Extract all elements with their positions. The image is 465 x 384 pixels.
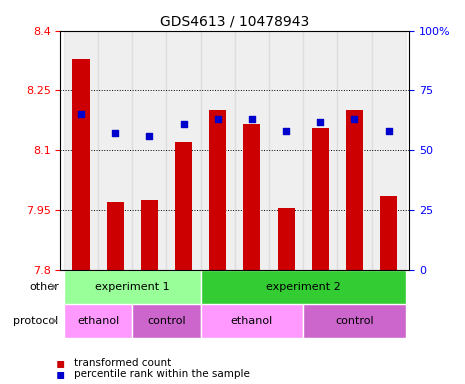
Point [112, 131, 119, 137]
Text: protocol: protocol [13, 316, 59, 326]
Bar [243, 124, 260, 270]
Bar [338, 31, 372, 270]
FancyBboxPatch shape [64, 270, 200, 304]
FancyBboxPatch shape [200, 304, 303, 338]
Bar [278, 208, 295, 270]
Point [317, 118, 324, 124]
Bar [132, 31, 166, 270]
Text: control: control [335, 316, 374, 326]
Bar [209, 110, 226, 270]
FancyBboxPatch shape [64, 304, 132, 338]
Bar [312, 128, 329, 270]
FancyBboxPatch shape [200, 270, 406, 304]
Bar [73, 59, 89, 270]
Bar [380, 196, 397, 270]
Bar [141, 200, 158, 270]
FancyBboxPatch shape [303, 304, 406, 338]
Text: experiment 1: experiment 1 [95, 282, 170, 292]
Bar [106, 202, 124, 270]
Text: percentile rank within the sample: percentile rank within the sample [74, 369, 250, 379]
Point [385, 128, 392, 134]
Bar [269, 31, 303, 270]
Bar [235, 31, 269, 270]
Text: other: other [29, 282, 59, 292]
Point [180, 121, 187, 127]
FancyBboxPatch shape [132, 304, 200, 338]
Point [146, 133, 153, 139]
Point [77, 111, 85, 118]
Bar [166, 31, 200, 270]
Text: ▪: ▪ [56, 356, 65, 370]
Point [351, 116, 358, 122]
Text: transformed count: transformed count [74, 358, 172, 368]
Point [282, 128, 290, 134]
Bar [346, 110, 363, 270]
Bar [98, 31, 132, 270]
Text: ethanol: ethanol [231, 316, 273, 326]
Bar [372, 31, 406, 270]
Bar [303, 31, 338, 270]
Bar [64, 31, 98, 270]
Text: ethanol: ethanol [77, 316, 119, 326]
Text: control: control [147, 316, 186, 326]
Text: experiment 2: experiment 2 [266, 282, 340, 292]
Point [214, 116, 221, 122]
Bar [200, 31, 235, 270]
Text: ▪: ▪ [56, 367, 65, 381]
Point [248, 116, 256, 122]
Bar [175, 142, 192, 270]
Title: GDS4613 / 10478943: GDS4613 / 10478943 [160, 14, 309, 28]
